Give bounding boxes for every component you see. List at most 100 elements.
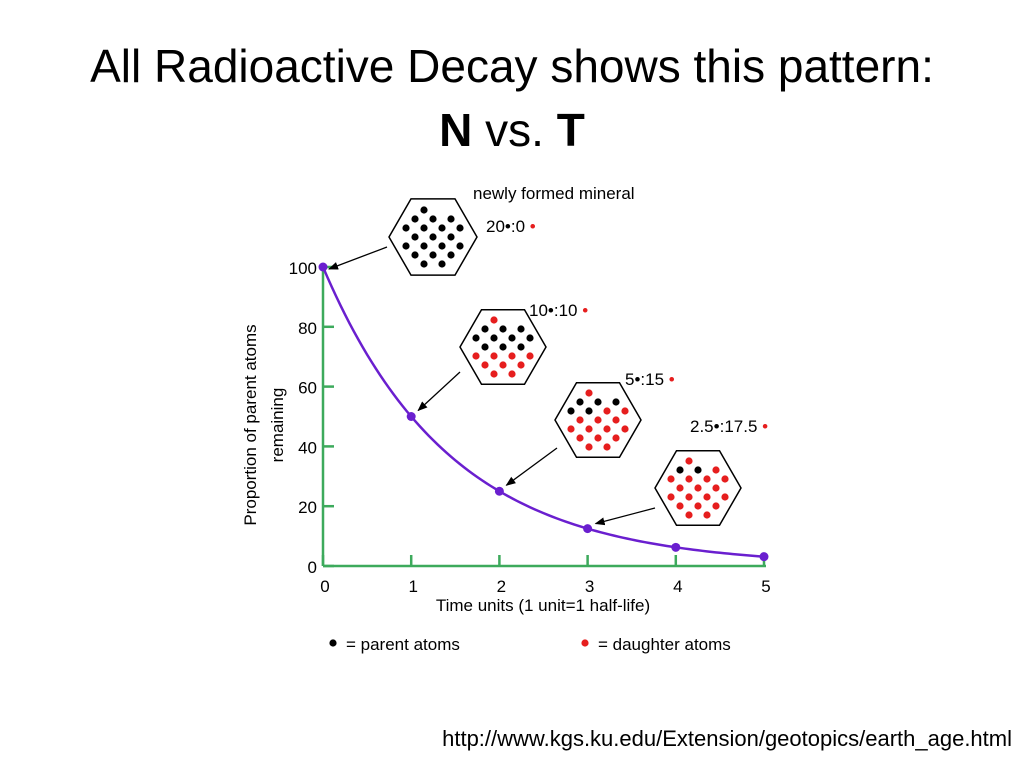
- slide-title-line1: All Radioactive Decay shows this pattern…: [90, 40, 934, 92]
- daughter-dot-glyph: •: [664, 370, 675, 389]
- ratio-daughter-count: :10: [554, 301, 578, 320]
- parent-atom-dot: [402, 242, 410, 250]
- ratio-label-0: 20•:0 •: [486, 217, 536, 236]
- daughter-atom-dot: [508, 370, 516, 378]
- data-point-3: [583, 524, 593, 534]
- x-tick-label-1: 1: [408, 577, 417, 596]
- daughter-atom-dot: [721, 475, 729, 483]
- parent-atom-dot: [420, 206, 428, 214]
- callout-arrow-0: [328, 246, 388, 270]
- parent-atom-dot: [526, 334, 534, 342]
- daughter-atom-dot: [594, 434, 602, 442]
- daughter-atom-dot: [490, 370, 498, 378]
- ratio-label-2: 5•:15 •: [625, 370, 675, 389]
- daughter-atom-dot: [612, 434, 620, 442]
- source-url[interactable]: http://www.kgs.ku.edu/Extension/geotopic…: [442, 726, 1012, 751]
- daughter-atom-dot: [472, 352, 480, 360]
- parent-atom-dot: [456, 224, 464, 232]
- callout-arrow-2: [505, 447, 558, 486]
- daughter-atom-dot: [603, 443, 611, 451]
- daughter-atom-dot: [721, 493, 729, 501]
- legend-parent-label: = parent atoms: [346, 635, 460, 654]
- daughter-atom-dot: [694, 502, 702, 510]
- parent-atom-dot: [499, 343, 507, 351]
- daughter-atom-dot: [703, 511, 711, 519]
- mineral-hexagon-1: [459, 309, 547, 385]
- daughter-atom-dot: [621, 407, 629, 415]
- parent-atom-dot: [567, 407, 575, 415]
- parent-atom-dot: [499, 325, 507, 333]
- ratio-label-1: 10•:10 •: [529, 301, 588, 320]
- x-tick-label-0: 0: [320, 577, 329, 596]
- callout-arrow-1: [417, 371, 461, 412]
- daughter-dot-glyph: •: [757, 417, 768, 436]
- parent-dot-glyph: •: [548, 301, 554, 320]
- y-tick-label-1: 20: [298, 498, 317, 517]
- daughter-atom-dot: [585, 443, 593, 451]
- daughter-atom-dot: [685, 493, 693, 501]
- parent-atom-dot: [481, 325, 489, 333]
- daughter-atom-dot: [490, 352, 498, 360]
- daughter-atom-dot: [567, 425, 575, 433]
- parent-atom-dot: [517, 325, 525, 333]
- ratio-parent-count: 10: [529, 301, 548, 320]
- ratio-parent-count: 20: [486, 217, 505, 236]
- ratio-label-3: 2.5•:17.5 •: [690, 417, 768, 436]
- parent-atom-dot: [456, 242, 464, 250]
- mineral-hexagon-0: [388, 198, 478, 276]
- daughter-atom-dot: [667, 493, 675, 501]
- legend-parent-dot: [329, 639, 337, 647]
- callout-arrow-3: [594, 507, 656, 526]
- daughter-atom-dot: [481, 361, 489, 369]
- daughter-atom-dot: [594, 416, 602, 424]
- daughter-atom-dot: [508, 352, 516, 360]
- parent-atom-dot: [472, 334, 480, 342]
- data-point-4: [671, 542, 681, 552]
- ratio-parent-count: 5: [625, 370, 634, 389]
- y-tick-label-4: 80: [298, 319, 317, 338]
- daughter-atom-dot: [603, 425, 611, 433]
- parent-dot-glyph: •: [634, 370, 640, 389]
- parent-atom-dot: [411, 233, 419, 241]
- daughter-dot-glyph: •: [525, 217, 536, 236]
- parent-atom-dot: [429, 215, 437, 223]
- data-point-2: [494, 486, 504, 496]
- title-vs: vs.: [472, 104, 557, 156]
- parent-atom-dot: [411, 215, 419, 223]
- daughter-atom-dot: [712, 484, 720, 492]
- parent-atom-dot: [411, 251, 419, 259]
- y-tick-label-5: 100: [289, 259, 317, 278]
- parent-dot-glyph: •: [714, 417, 720, 436]
- parent-atom-dot: [508, 334, 516, 342]
- slide-title-line2: N vs. T: [0, 102, 1024, 158]
- decay-curve: [321, 266, 765, 558]
- parent-atom-dot: [481, 343, 489, 351]
- daughter-dot-glyph: •: [578, 301, 589, 320]
- daughter-atom-dot: [585, 425, 593, 433]
- legend-daughter-label: = daughter atoms: [598, 635, 731, 654]
- daughter-atom-dot: [703, 475, 711, 483]
- mineral-hexagon-2: [554, 382, 642, 458]
- ratio-daughter-count: :0: [511, 217, 525, 236]
- parent-atom-dot: [612, 398, 620, 406]
- daughter-atom-dot: [585, 389, 593, 397]
- x-tick-label-4: 4: [673, 577, 682, 596]
- daughter-atom-dot: [703, 493, 711, 501]
- daughter-atom-dot: [576, 434, 584, 442]
- parent-dot-glyph: •: [505, 217, 511, 236]
- daughter-atom-dot: [667, 475, 675, 483]
- daughter-atom-dot: [712, 502, 720, 510]
- parent-atom-dot: [447, 251, 455, 259]
- y-tick-label-3: 60: [298, 379, 317, 398]
- parent-atom-dot: [438, 224, 446, 232]
- parent-atom-dot: [676, 466, 684, 474]
- daughter-atom-dot: [603, 407, 611, 415]
- x-tick-label-2: 2: [497, 577, 506, 596]
- x-tick-label-5: 5: [761, 577, 770, 596]
- daughter-atom-dot: [526, 352, 534, 360]
- ratio-parent-count: 2.5: [690, 417, 714, 436]
- y-tick-label-0: 0: [308, 558, 317, 577]
- legend-daughter-dot: [581, 639, 589, 647]
- daughter-atom-dot: [490, 316, 498, 324]
- parent-atom-dot: [694, 466, 702, 474]
